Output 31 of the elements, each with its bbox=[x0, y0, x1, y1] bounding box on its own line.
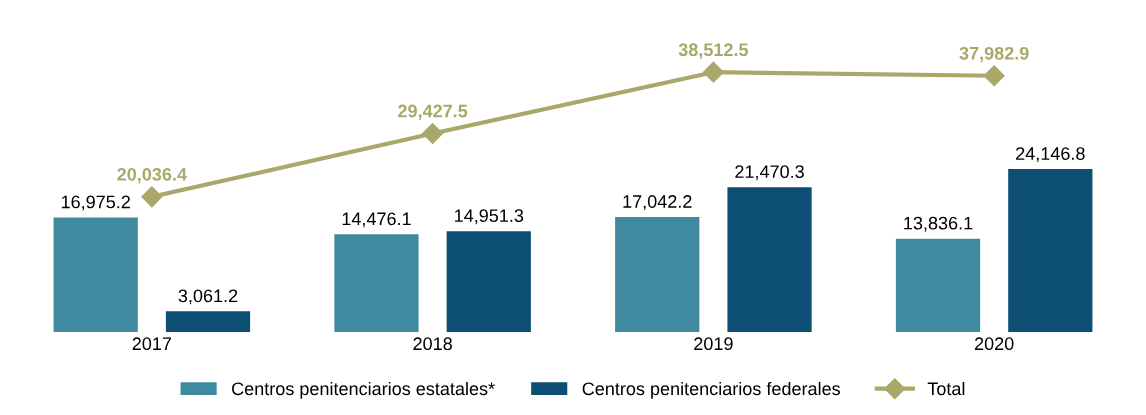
data-label: 14,951.3 bbox=[455, 209, 524, 225]
data-label: 13,836.1 bbox=[904, 216, 973, 232]
data-label: 37,982.9 bbox=[959, 46, 1029, 63]
x-tick-label: 2018 bbox=[413, 337, 452, 351]
bar bbox=[446, 231, 531, 332]
data-label: 24,146.8 bbox=[1016, 147, 1085, 163]
bar bbox=[334, 234, 419, 332]
x-tick-label: 2019 bbox=[694, 337, 733, 351]
bar bbox=[53, 217, 138, 332]
data-label: 38,512.5 bbox=[678, 43, 749, 59]
data-label: 21,470.3 bbox=[735, 165, 804, 181]
data-label: 16,975.2 bbox=[61, 195, 130, 211]
data-label: 17,042.2 bbox=[623, 195, 692, 211]
point bbox=[141, 186, 163, 208]
data-label: 29,427.5 bbox=[398, 104, 468, 121]
data-label: 14,476.1 bbox=[342, 212, 411, 228]
legend-label: Total bbox=[927, 381, 965, 396]
bar bbox=[895, 238, 981, 332]
point bbox=[422, 122, 444, 144]
data-label: 3,061.2 bbox=[178, 289, 238, 305]
bar bbox=[615, 217, 700, 332]
bar bbox=[165, 311, 251, 332]
data-label: 20,036.4 bbox=[117, 167, 187, 184]
bar bbox=[727, 187, 812, 332]
legend-label: Centros penitenciarios estatales* bbox=[232, 381, 495, 399]
bar bbox=[1008, 169, 1093, 332]
point bbox=[702, 61, 724, 83]
point bbox=[983, 65, 1005, 87]
x-tick-label: 2020 bbox=[974, 337, 1014, 351]
legend-label: Centros penitenciarios federales bbox=[582, 381, 841, 399]
x-tick-label: 2017 bbox=[132, 337, 172, 351]
